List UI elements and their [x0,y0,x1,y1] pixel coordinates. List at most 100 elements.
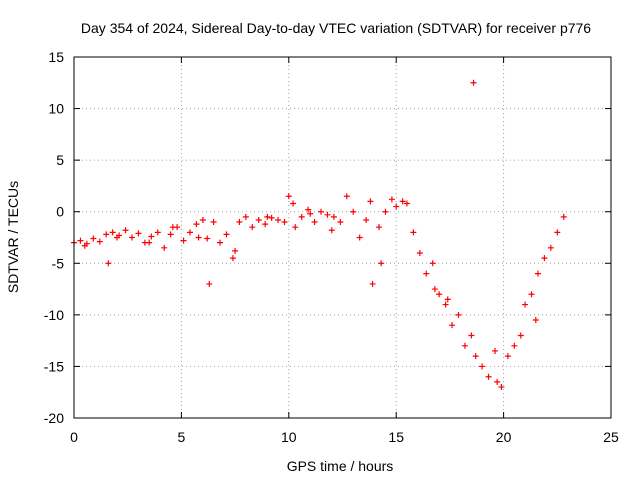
data-point [193,221,200,228]
data-point [307,210,314,217]
data-point [554,229,561,236]
data-point [449,322,456,329]
x-tick-label: 25 [603,429,619,445]
data-point [324,211,331,218]
data-point [423,270,430,277]
data-point [517,332,524,339]
data-point [382,208,389,215]
data-point [498,384,505,391]
y-tick-label: -5 [52,255,65,271]
data-point [367,198,374,205]
data-point [350,208,357,215]
data-point [210,219,217,226]
data-point [96,238,103,245]
data-point [236,219,243,226]
data-point [403,200,410,207]
y-tick-label: 10 [48,101,64,117]
axis-ticks: 0 5 10 15 20 25 15 10 5 0 -5 -10 -15 -20 [44,49,619,445]
data-point [470,79,477,86]
data-point [154,229,161,236]
data-point [161,244,168,251]
data-point [81,242,88,249]
data-point [135,230,142,237]
data-point [528,291,535,298]
data-point [217,239,224,246]
data-point [328,227,335,234]
data-point [511,342,518,349]
data-point [311,219,318,226]
data-point [376,224,383,231]
data-point [399,198,406,205]
data-point [242,213,249,220]
data-point [195,234,202,241]
data-point [281,219,288,226]
y-tick-label: 15 [48,49,64,65]
data-point [522,301,529,308]
data-point [275,216,282,223]
x-tick-label: 10 [281,429,297,445]
data-point [105,260,112,267]
data-point [292,224,299,231]
data-point [363,216,370,223]
data-point [167,231,174,238]
y-tick-label: -15 [44,358,64,374]
data-point [472,353,479,360]
data-point [122,227,129,234]
data-point [436,291,443,298]
data-point [393,203,400,210]
data-point [229,255,236,262]
data-point [298,213,305,220]
data-point [560,213,567,220]
data-point [532,317,539,324]
x-axis-label: GPS time / hours [287,458,394,474]
y-tick-label: 5 [56,152,64,168]
data-point [268,214,275,221]
data-point [479,363,486,370]
data-point [109,229,116,236]
data-point [262,221,269,228]
y-axis-label: SDTVAR / TECUs [5,181,21,293]
data-point [343,193,350,200]
plot-frame [73,56,612,419]
y-tick-label: -20 [44,410,64,426]
data-point [249,224,256,231]
data-point [461,342,468,349]
data-point [318,208,325,215]
data-point [455,311,462,318]
data-point [416,249,423,256]
data-points [71,79,567,391]
data-point [285,193,292,200]
data-point [429,260,436,267]
data-point [180,237,187,244]
data-point [169,224,176,231]
data-point [541,255,548,262]
chart-title: Day 354 of 2024, Sidereal Day-to-day VTE… [81,20,591,36]
data-point [186,229,193,236]
data-point [378,260,385,267]
data-point [146,239,153,246]
data-point [504,353,511,360]
data-point [204,235,211,242]
data-point [255,216,262,223]
y-tick-label: -10 [44,307,64,323]
data-point [290,200,297,207]
data-point [356,234,363,241]
data-point [369,280,376,287]
data-point [410,229,417,236]
data-point [492,347,499,354]
data-point [103,231,110,238]
data-point [442,301,449,308]
data-point [330,213,337,220]
data-point [388,196,395,203]
data-point [431,286,438,293]
data-point [77,237,84,244]
x-tick-label: 15 [388,429,404,445]
data-point [90,235,97,242]
data-point [534,270,541,277]
data-point [148,233,155,240]
grid-lines [74,57,611,418]
data-point [494,378,501,385]
x-tick-label: 5 [178,429,186,445]
data-point [305,206,312,213]
